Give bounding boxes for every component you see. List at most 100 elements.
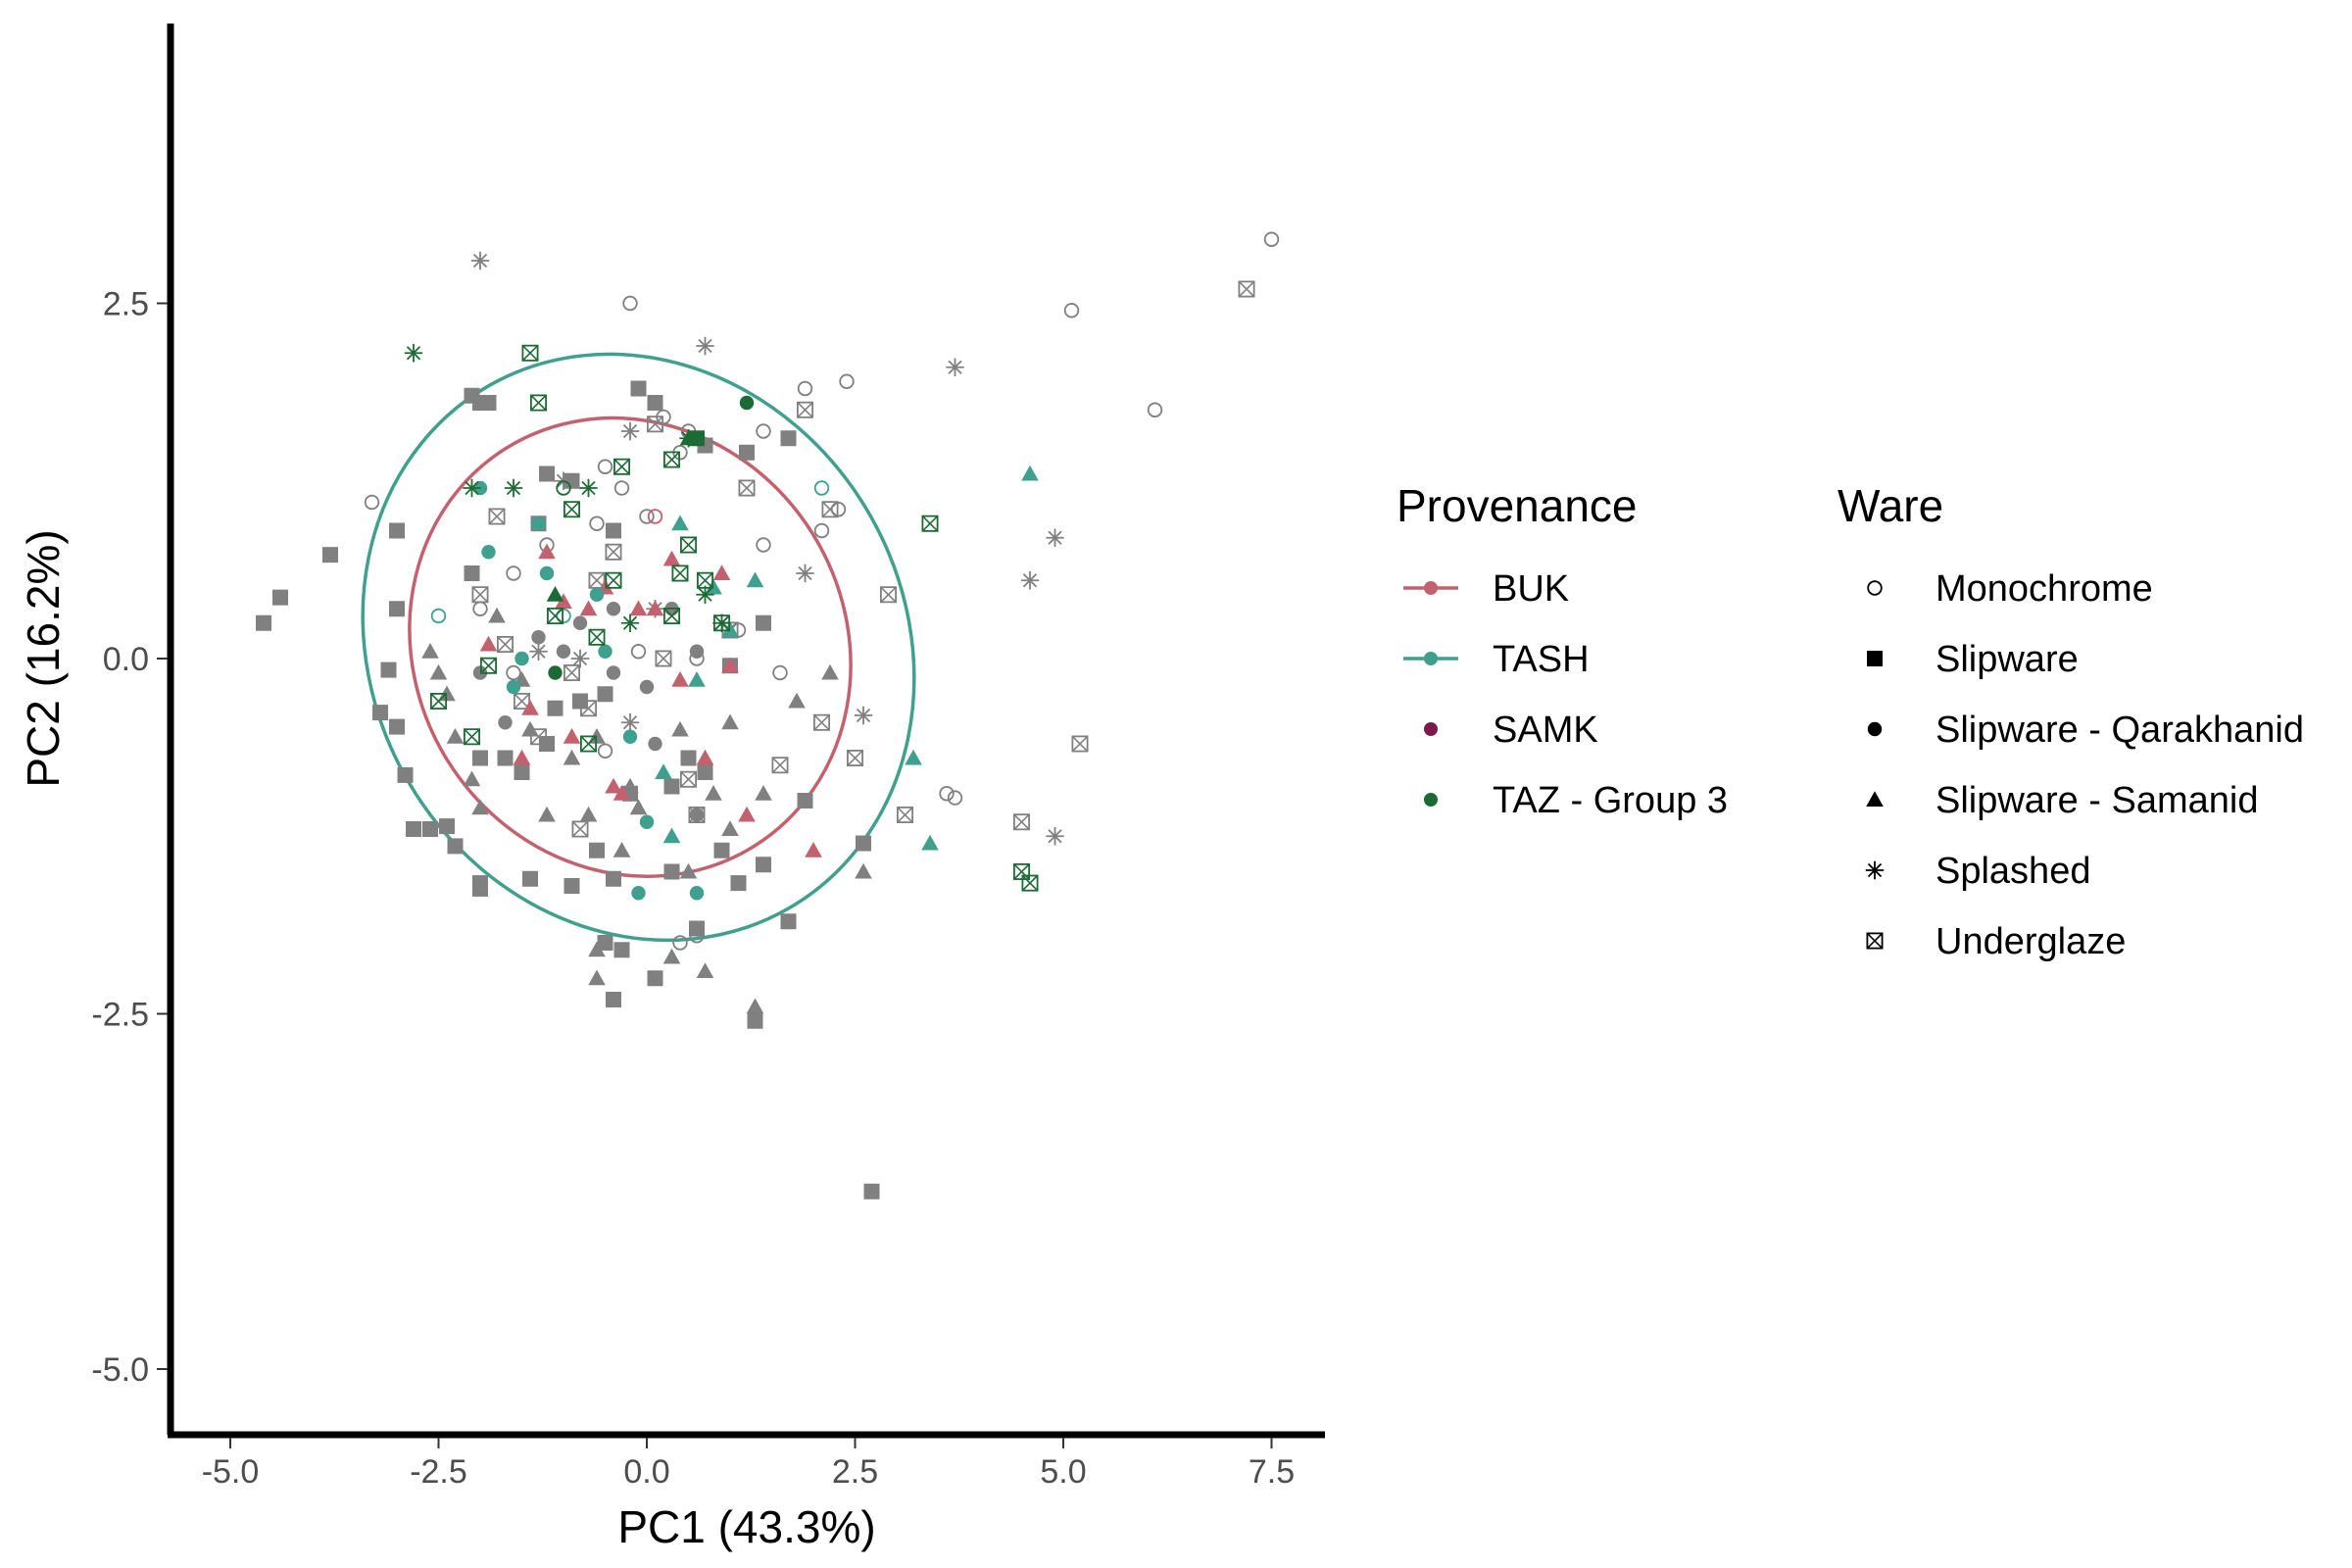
- data-point: [1071, 735, 1089, 753]
- data-point: [821, 663, 839, 680]
- data-point: [813, 713, 831, 731]
- data-point: [746, 571, 764, 588]
- data-point: [639, 509, 655, 524]
- legend-item-underglaze: Underglaze: [1866, 921, 2126, 962]
- data-point: [663, 608, 681, 625]
- data-point: [772, 664, 788, 681]
- data-point: [256, 614, 271, 631]
- svg-text:BUK: BUK: [1493, 568, 1569, 610]
- data-point: [530, 728, 548, 746]
- data-point: [513, 749, 531, 765]
- data-point: [389, 522, 405, 539]
- data-point: [697, 764, 713, 780]
- data-point: [663, 863, 680, 880]
- data-point: [647, 416, 664, 433]
- data-point: [380, 662, 397, 678]
- data-point: [479, 657, 497, 674]
- data-point: [696, 585, 714, 604]
- data-point: [447, 838, 464, 855]
- data-point: [855, 862, 872, 879]
- data-point: [696, 962, 714, 979]
- data-point: [622, 729, 638, 744]
- data-point: [606, 992, 621, 1007]
- data-point: [796, 564, 814, 583]
- x-axis-ticks: -5.0 -2.5 0.0 2.5 5.0 7.5: [202, 1438, 1295, 1491]
- data-point: [680, 750, 697, 766]
- data-point: [430, 608, 447, 624]
- data-point: [446, 727, 465, 744]
- data-point: [680, 536, 698, 554]
- data-point: [671, 720, 689, 737]
- legend-item-samk: SAMK: [1424, 710, 1598, 751]
- legend-item-slipware: Slipware: [1867, 639, 2079, 680]
- data-point: [671, 564, 689, 582]
- legend-provenance-title: Provenance: [1396, 480, 1638, 531]
- data-point: [564, 664, 581, 682]
- data-point: [713, 614, 731, 632]
- data-point: [514, 764, 530, 780]
- data-point: [597, 743, 613, 759]
- data-point: [556, 480, 571, 496]
- data-point: [588, 628, 606, 646]
- legend-key-open-circle: [1867, 580, 1883, 596]
- data-point: [839, 373, 855, 389]
- legend-item-buk: BUK: [1403, 568, 1569, 610]
- data-point: [620, 421, 640, 441]
- data-point: [589, 515, 605, 531]
- data-point: [662, 948, 681, 964]
- legend-key-asterisk: [1865, 860, 1885, 880]
- data-point: [579, 478, 598, 498]
- data-point: [580, 700, 598, 717]
- data-point: [1021, 874, 1039, 892]
- data-point: [705, 784, 722, 801]
- data-point: [471, 799, 489, 815]
- data-point: [498, 715, 513, 730]
- data-point: [531, 516, 546, 531]
- data-point: [771, 757, 789, 774]
- y-tick-label: 0.0: [103, 641, 149, 678]
- x-tick-label: -5.0: [202, 1453, 260, 1491]
- data-point: [530, 394, 548, 412]
- data-point: [620, 713, 640, 732]
- data-point: [946, 358, 964, 376]
- data-point: [506, 664, 521, 681]
- data-point: [847, 750, 864, 767]
- data-point: [538, 806, 556, 822]
- legend-item-slipware-qarakhanid: Slipware - Qarakhanid: [1867, 710, 2304, 751]
- data-point: [404, 344, 423, 363]
- data-point: [555, 593, 572, 610]
- data-point: [579, 600, 598, 616]
- data-point: [522, 870, 538, 887]
- svg-text:Slipware: Slipware: [1936, 639, 2079, 680]
- data-point: [1046, 827, 1064, 846]
- data-point: [464, 387, 480, 404]
- data-point: [521, 344, 539, 362]
- data-point: [797, 793, 813, 808]
- data-point: [721, 820, 739, 837]
- data-point: [788, 692, 806, 709]
- legend-item-slipware-samanid: Slipware - Samanid: [1866, 780, 2258, 821]
- data-point: [755, 784, 772, 801]
- data-point: [797, 380, 813, 397]
- data-point: [1020, 571, 1040, 590]
- legend-ware: Ware Monochrome Slipware Slipware - Qarakh…: [1838, 480, 2304, 962]
- y-tick-label: -2.5: [91, 997, 149, 1034]
- data-point: [856, 835, 871, 852]
- legend-key-triangle: [1866, 791, 1884, 808]
- svg-text:Slipware - Samanid: Slipware - Samanid: [1936, 780, 2258, 821]
- data-point: [589, 587, 605, 602]
- data-point: [588, 969, 606, 986]
- data-point: [613, 480, 630, 496]
- data-point: [504, 478, 523, 498]
- legend-key-boxed-x: [1866, 932, 1884, 950]
- x-tick-label: -2.5: [410, 1453, 467, 1491]
- data-point: [679, 862, 698, 879]
- data-point: [439, 818, 455, 835]
- data-point: [813, 522, 830, 539]
- data-point: [364, 494, 380, 511]
- data-point: [756, 537, 771, 553]
- svg-text:Underglaze: Underglaze: [1936, 921, 2126, 962]
- data-point: [514, 651, 529, 666]
- data-point: [597, 935, 613, 951]
- data-point: [1238, 280, 1255, 298]
